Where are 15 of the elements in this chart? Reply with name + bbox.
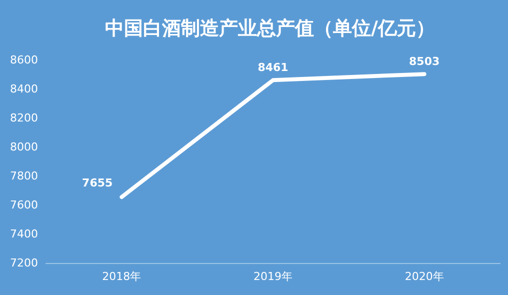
y-tick-label: 7600	[10, 198, 38, 212]
x-tick-label: 2020年	[404, 270, 444, 283]
x-tick-label: 2018年	[102, 270, 142, 283]
data-label: 8503	[409, 55, 440, 68]
x-tick-label: 2019年	[254, 270, 292, 283]
y-tick-label: 7800	[10, 170, 38, 182]
y-tick-label: 8000	[10, 140, 38, 154]
y-tick-label: 8200	[10, 112, 38, 124]
y-tick-label: 8600	[10, 54, 38, 66]
data-label: 8461	[258, 61, 288, 74]
y-tick-label: 7200	[10, 256, 38, 270]
y-tick-label: 7400	[10, 228, 38, 240]
y-tick-label: 8400	[10, 82, 38, 96]
chart-title: 中国白酒制造产业总产值（单位/亿元）	[105, 18, 435, 40]
data-label: 7655	[82, 176, 113, 190]
